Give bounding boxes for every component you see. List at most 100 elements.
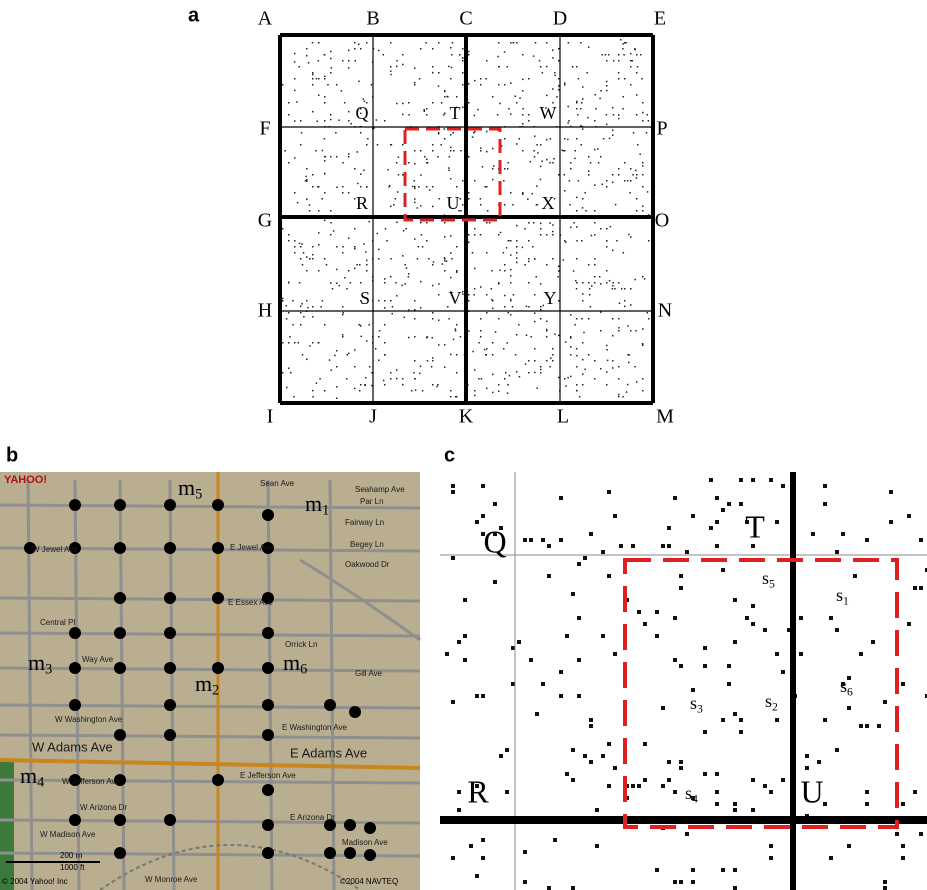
sensor-dot — [486, 348, 488, 350]
sensor-dot — [504, 378, 506, 380]
sensor-dot — [522, 123, 524, 125]
sensor-dot — [901, 802, 905, 806]
sensor-dot — [507, 384, 509, 386]
sensor-dot — [322, 300, 324, 302]
sensor-dot — [540, 166, 542, 168]
scale-label: 200 m — [60, 851, 83, 860]
sensor-node — [262, 847, 274, 859]
sensor-dot — [390, 206, 392, 208]
sensor-dot — [581, 144, 583, 146]
sensor-dot — [348, 120, 350, 122]
sensor-dot — [306, 198, 308, 200]
sensor-dot — [315, 150, 317, 152]
sensor-dot — [282, 372, 284, 374]
sensor-dot — [366, 260, 368, 262]
sensor-dot — [528, 120, 530, 122]
sensor-dot — [342, 252, 344, 254]
sensor-dot — [426, 222, 428, 224]
sensor-dot — [589, 288, 591, 290]
sensor-dot — [384, 324, 386, 326]
sensor-dot — [642, 210, 644, 212]
sensor-dot — [390, 66, 392, 68]
sensor-dot — [358, 324, 360, 326]
sensor-dot — [546, 95, 548, 97]
sensor-dot — [480, 147, 482, 149]
sensor-dot — [642, 102, 644, 104]
sensor-dot — [609, 280, 611, 282]
sensor-dot — [473, 294, 475, 296]
sensor-dot — [342, 246, 344, 248]
sensor-dot — [859, 652, 863, 656]
sensor-dot — [636, 177, 638, 179]
sensor-dot — [306, 256, 308, 258]
sensor-dot — [443, 114, 445, 116]
sensor-dot — [642, 328, 644, 330]
sensor-dot — [635, 330, 637, 332]
sensor-dot — [324, 54, 326, 56]
sensor-node — [114, 542, 126, 554]
sensor-dot — [312, 390, 314, 392]
sensor-dot — [570, 168, 572, 170]
street-name: Begey Ln — [350, 540, 384, 549]
sensor-dot — [336, 269, 338, 271]
sensor-dot — [539, 60, 541, 62]
sensor-dot — [472, 252, 474, 254]
sensor-dot — [733, 886, 737, 890]
sensor-node — [164, 499, 176, 511]
sensor-dot — [582, 373, 584, 375]
sensor-dot — [312, 306, 314, 308]
sensor-dot — [529, 658, 533, 662]
sensor-dot — [643, 778, 647, 782]
sensor-dot — [294, 252, 296, 254]
cell-label: S — [360, 288, 370, 308]
sensor-dot — [468, 330, 470, 332]
sensor-dot — [390, 378, 392, 380]
sensor-dot — [576, 108, 578, 110]
sensor-node — [349, 706, 361, 718]
sensor-dot — [919, 586, 923, 590]
sensor-dot — [829, 616, 833, 620]
sensor-dot — [286, 305, 288, 307]
sensor-dot — [552, 348, 554, 350]
sensor-dot — [324, 96, 326, 98]
marker-label-sub: 1 — [322, 503, 329, 519]
street-name: Fairway Ln — [345, 518, 384, 527]
sensor-dot — [432, 150, 434, 152]
sensor-dot — [600, 330, 602, 332]
sensor-dot — [552, 57, 554, 59]
sensor-dot — [573, 222, 575, 224]
sensor-dot — [505, 372, 507, 374]
grid-corner-label: K — [459, 406, 474, 428]
sensor-dot — [613, 114, 615, 116]
marker-label-base: m — [283, 650, 300, 675]
sensor-dot — [679, 664, 683, 668]
sensor-dot — [330, 72, 332, 74]
sensor-dot — [564, 174, 566, 176]
sensor-dot — [623, 54, 625, 56]
sensor-dot — [478, 342, 480, 344]
sensor-dot — [608, 54, 610, 56]
sensor-dot — [703, 646, 707, 650]
street-name: E Jewel Ave — [230, 543, 274, 552]
sensor-dot — [390, 74, 392, 76]
grid-corner-label: J — [369, 406, 377, 428]
sensor-dot — [567, 106, 569, 108]
grid-corner-label: A — [258, 8, 273, 30]
sensor-dot — [301, 243, 303, 245]
sensor-dot — [612, 318, 614, 320]
sensor-dot — [594, 184, 596, 186]
sensor-dot — [317, 186, 319, 188]
sensor-dot — [642, 165, 644, 167]
sensor-dot — [570, 376, 572, 378]
sensor-dot — [378, 50, 380, 52]
sensor-dot — [506, 247, 508, 249]
sensor-dot — [301, 132, 303, 134]
sensor-dot — [444, 96, 446, 98]
sensor-dot — [486, 222, 488, 224]
sensor-dot — [511, 646, 515, 650]
sensor-dot — [673, 880, 677, 884]
sensor-dot — [577, 114, 579, 116]
sensor-dot — [462, 180, 464, 182]
sensor-dot — [312, 342, 314, 344]
sensor-dot — [282, 300, 284, 302]
